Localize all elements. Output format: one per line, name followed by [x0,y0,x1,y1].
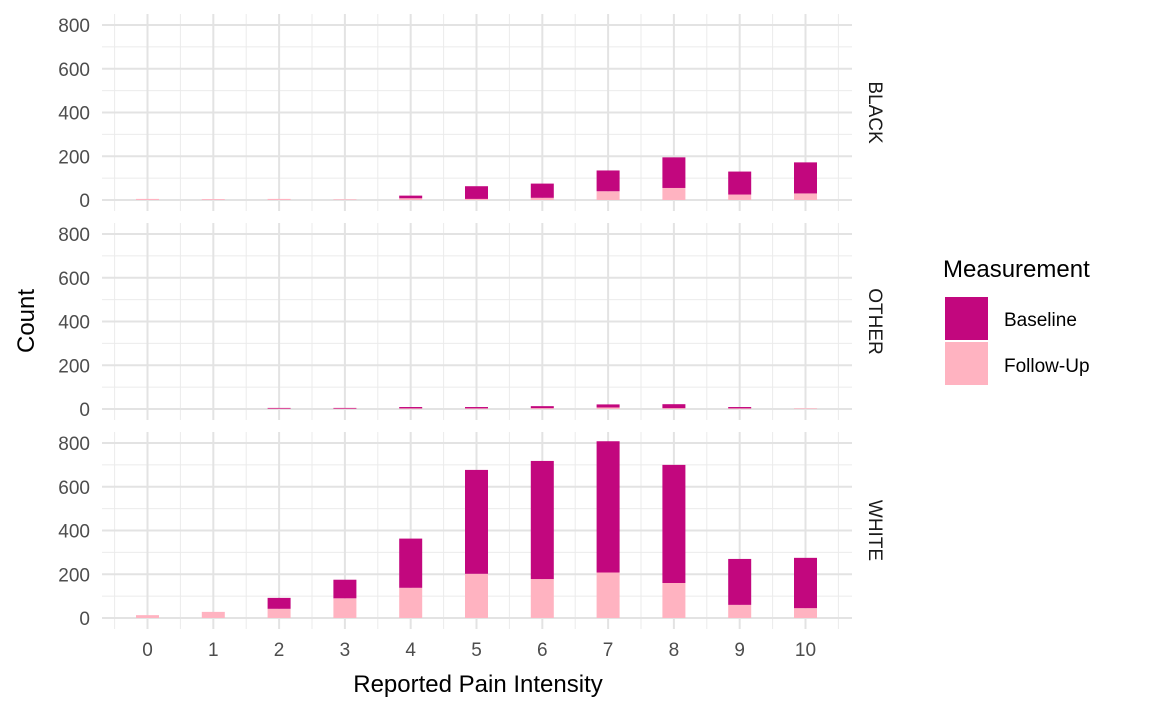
bar-baseline [596,170,620,192]
legend-title: Measurement [943,256,1090,283]
x-tick-label: 8 [669,640,680,661]
facet-strip-label: WHITE [864,500,885,561]
bar-baseline [267,597,291,609]
x-tick-label: 1 [208,640,219,661]
bar-follow-up [530,197,554,200]
x-tick-label: 7 [603,640,614,661]
bar-follow-up [530,408,554,409]
y-tick-label: 400 [58,313,90,334]
x-axis: 0 1 2 3 4 5 6 7 8 9 10 [142,640,816,661]
bar-baseline [728,558,752,605]
bar-baseline [333,407,357,409]
legend: Measurement Baseline Follow-Up [943,256,1090,385]
x-tick-label: 9 [734,640,745,661]
y-tick-label: 200 [58,565,90,586]
bar-follow-up [728,604,752,618]
facet-panel-other: 0 200 400 600 800 OTHER [58,223,885,421]
bar-follow-up [794,193,817,200]
bar-follow-up [728,194,752,200]
bar-baseline [728,171,752,195]
bar-follow-up [596,572,620,618]
bar-follow-up [728,408,752,409]
bar-follow-up [267,608,291,618]
y-tick-label: 0 [79,400,90,421]
bar-follow-up [399,408,423,409]
facet-panel-black: 0 200 400 600 800 BLACK [58,14,885,212]
bar-follow-up [399,587,423,618]
bar-follow-up [794,408,817,409]
bar-baseline [465,469,488,574]
bar-follow-up [333,199,357,200]
bar-baseline [399,195,423,199]
bar-follow-up [662,583,686,618]
legend-label-baseline: Baseline [1004,310,1077,331]
facet-strip-label: BLACK [864,81,885,144]
legend-label-follow-up: Follow-Up [1004,356,1090,377]
x-tick-label: 5 [471,640,482,661]
bar-baseline [596,404,620,408]
x-tick-label: 10 [795,640,816,661]
y-tick-label: 0 [79,609,90,630]
bar-baseline [530,406,554,409]
bar-follow-up [596,407,620,409]
legend-key-follow-up [945,342,988,385]
y-tick-label: 600 [58,478,90,499]
y-tick-label: 800 [58,225,90,246]
bar-baseline [399,538,423,588]
bar-baseline [465,407,488,409]
y-tick-label: 0 [79,191,90,212]
bar-follow-up [465,198,488,200]
bar-follow-up [136,198,159,200]
y-tick-label: 200 [58,147,90,168]
bar-follow-up [794,608,817,618]
bar-baseline [530,460,554,580]
bar-follow-up [399,198,423,200]
y-tick-label: 200 [58,356,90,377]
legend-key-baseline [945,297,988,340]
bar-baseline [662,404,686,409]
facet-panel-white: 0 200 400 600 800 WHITE [58,432,885,630]
y-axis-title: Count [13,289,40,353]
bar-follow-up [662,408,686,409]
y-tick-label: 600 [58,60,90,81]
y-tick-label: 400 [58,104,90,125]
bar-baseline [662,157,686,188]
bar-follow-up [136,615,159,618]
x-tick-label: 3 [340,640,351,661]
bar-follow-up [201,199,225,200]
bar-follow-up [465,408,488,409]
bar-baseline [267,407,291,409]
y-tick-label: 800 [58,16,90,37]
x-tick-label: 0 [142,640,153,661]
x-tick-label: 2 [274,640,285,661]
bar-baseline [465,186,488,199]
bar-baseline [794,557,817,609]
y-tick-label: 400 [58,522,90,543]
x-tick-label: 4 [405,640,416,661]
facet-strip-label: OTHER [864,288,885,355]
bar-baseline [530,183,554,198]
bar-baseline [596,441,620,573]
y-tick-label: 600 [58,269,90,290]
bar-follow-up [530,579,554,618]
x-axis-title: Reported Pain Intensity [353,671,602,698]
bar-baseline [399,407,423,409]
bar-baseline [662,464,686,583]
bar-baseline [728,407,752,409]
bar-follow-up [662,187,686,200]
bar-follow-up [333,598,357,618]
bar-follow-up [267,198,291,200]
bar-baseline [333,579,357,599]
facet-panels: 0 200 400 600 800 BLACK 0 200 400 600 800 OTHER 0 200… [58,14,885,630]
bar-follow-up [596,191,620,200]
bar-follow-up [465,573,488,618]
bar-follow-up [201,611,225,618]
x-tick-label: 6 [537,640,548,661]
y-tick-label: 800 [58,434,90,455]
bar-baseline [794,162,817,194]
